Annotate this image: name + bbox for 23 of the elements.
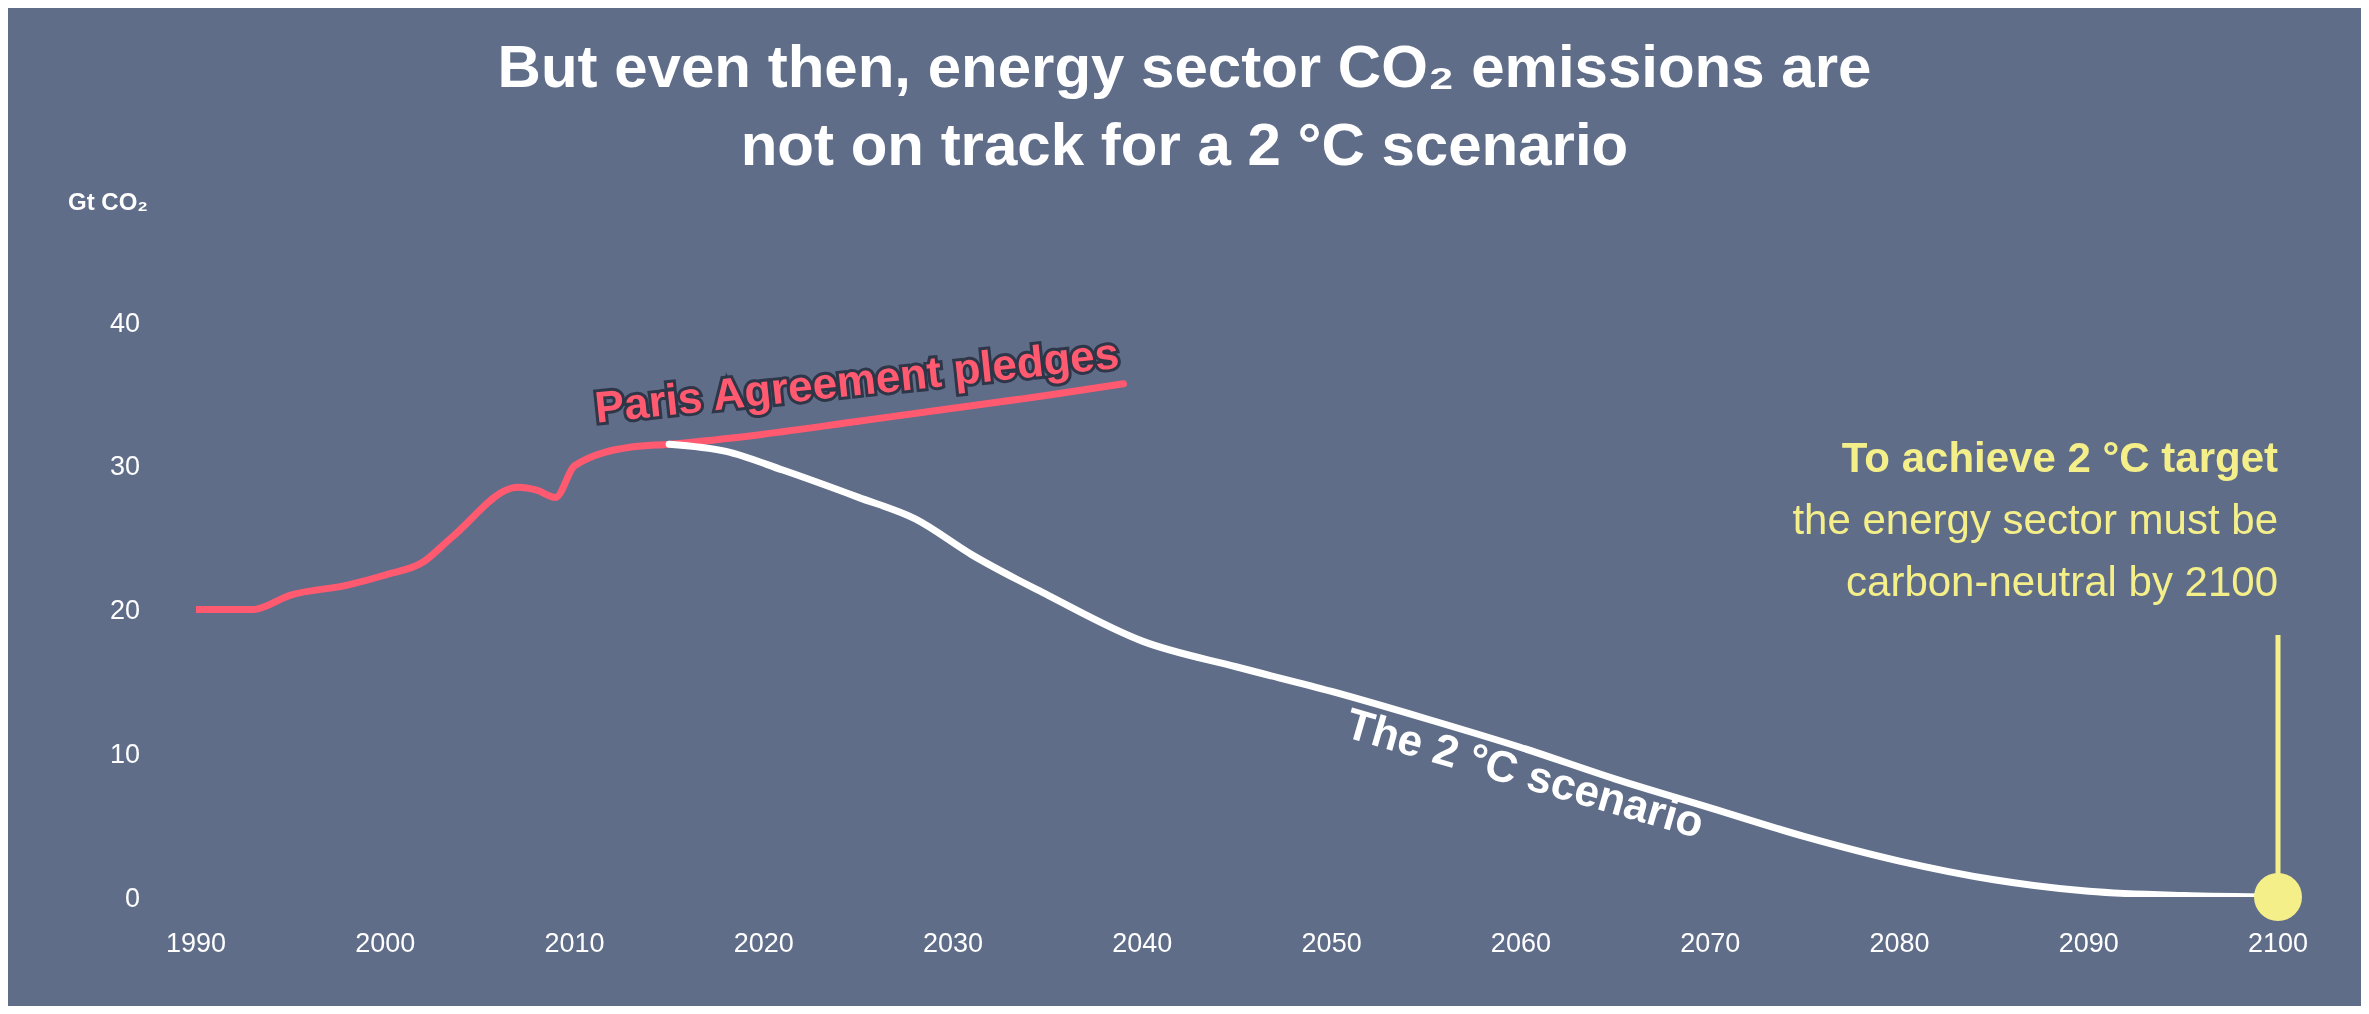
annotation: the energy sector must be carbon-neutral by 2100 <box>1791 495 2278 607</box>
chart-title: But even then, energy sector CO₂ emissions are not on track for a 2 °C scenario <box>496 32 1873 180</box>
y-tick-label: 20 <box>109 595 140 626</box>
x-tick-label: 2040 <box>1112 928 1173 959</box>
y-tick-label: 40 <box>109 307 140 338</box>
y-axis-title: Gt CO₂ <box>68 188 148 216</box>
annotation: To achieve 2 °C target <box>1840 433 2278 483</box>
y-tick-label: 0 <box>124 882 140 913</box>
x-tick-label: 2030 <box>923 928 984 959</box>
x-tick-label: 2100 <box>2247 928 2309 959</box>
x-tick-label: 2000 <box>355 928 416 959</box>
y-tick-label: 10 <box>109 738 140 769</box>
x-tick-label: 2080 <box>1869 928 1930 959</box>
x-tick-label: 2010 <box>544 928 605 959</box>
x-tick-label: 2050 <box>1301 928 1362 959</box>
x-tick-label: 2060 <box>1490 928 1551 959</box>
y-tick-label: 30 <box>109 451 140 482</box>
text: The 2 °C scenario <box>1340 698 1710 848</box>
text: Paris Agreement pledges <box>592 327 1122 432</box>
x-tick-label: 2070 <box>1680 928 1741 959</box>
x-tick-label: 2090 <box>2058 928 2119 959</box>
x-tick-label: 2020 <box>733 928 794 959</box>
x-tick-label: 1990 <box>165 928 227 959</box>
